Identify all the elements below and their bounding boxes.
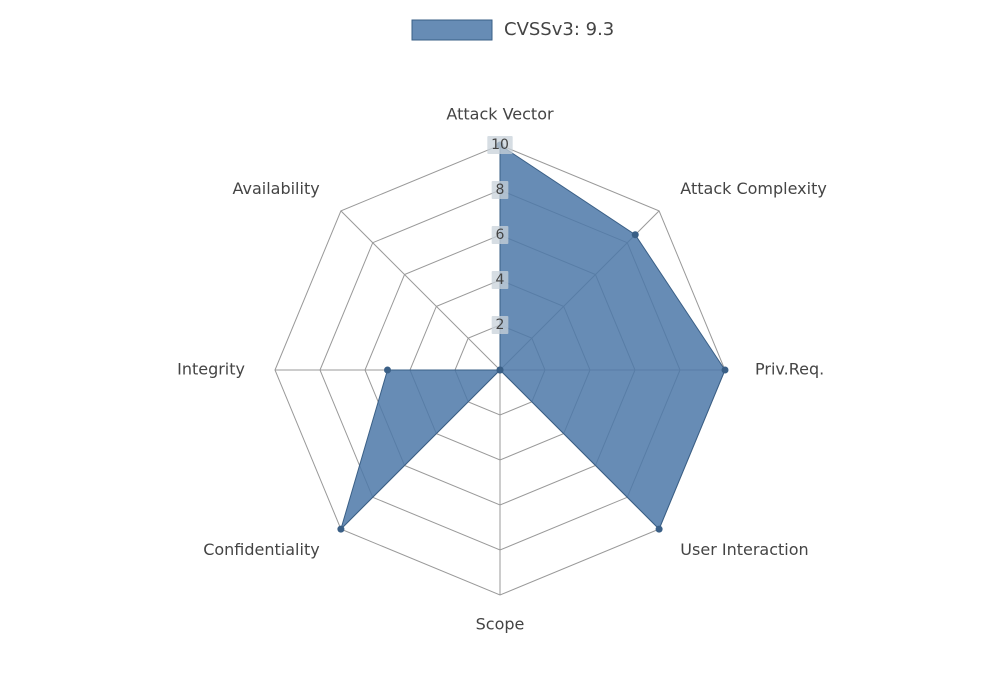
series-marker [384,367,391,374]
radar-chart: 2 4 6 8 10 Attack Vector Attack Complexity Priv… [0,0,1000,700]
tick-label: 2 [496,317,505,333]
series-marker [656,526,663,533]
series-marker [632,231,639,238]
axis-label: Confidentiality [203,540,319,559]
axis-label: Priv.Req. [755,360,824,379]
tick-label: 10 [491,137,509,153]
axis-label: User Interaction [680,540,808,559]
series-marker [722,367,729,374]
tick-label: 4 [496,272,505,288]
axis-label: Attack Complexity [680,179,827,198]
tick-label: 8 [496,182,505,198]
axis-label: Integrity [177,360,245,379]
legend-swatch [412,20,492,40]
series-marker [337,526,344,533]
axis-label: Scope [476,615,525,634]
axis-label: Availability [232,179,319,198]
legend: CVSSv3: 9.3 [412,19,614,40]
legend-label: CVSSv3: 9.3 [504,19,614,40]
series-marker [497,367,504,374]
axis-label: Attack Vector [446,105,554,124]
tick-label: 6 [496,227,505,243]
